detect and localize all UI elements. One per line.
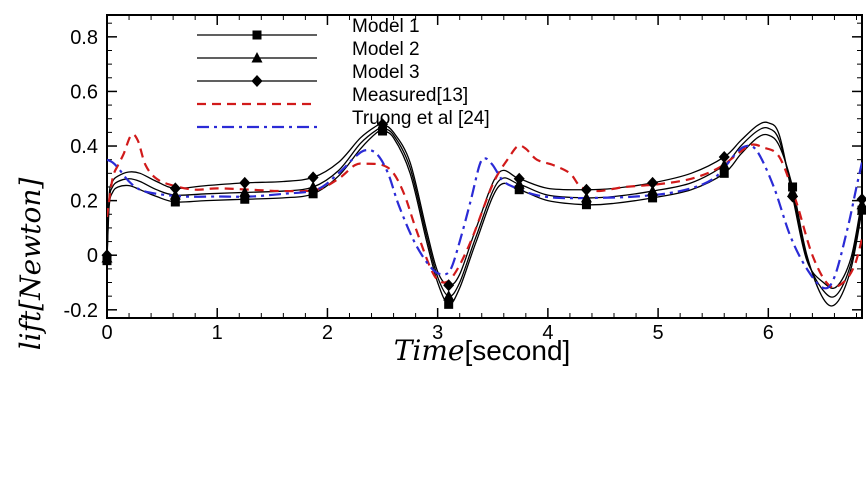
series-3-marker bbox=[856, 193, 866, 206]
x-tick-label: 0 bbox=[101, 322, 112, 344]
tick-labels: 0 1 2 3 4 5 6-0.200.20.40.60.8 bbox=[64, 27, 774, 344]
series-3-marker bbox=[377, 118, 389, 131]
series-3-marker bbox=[787, 190, 799, 203]
series-line-1 bbox=[107, 129, 862, 307]
legend-label-5: Truong et al [24] bbox=[352, 108, 490, 129]
series-2-marker bbox=[443, 290, 455, 301]
series-1-marker bbox=[719, 168, 729, 178]
x-axis-title: Time[second] bbox=[394, 334, 571, 367]
y-tick-label: 0.4 bbox=[70, 136, 98, 158]
legend-marker-2 bbox=[251, 52, 263, 63]
axis-ticks bbox=[106, 15, 862, 318]
series-3-marker bbox=[239, 176, 251, 189]
series-line-4 bbox=[107, 133, 862, 289]
series-3-marker bbox=[580, 183, 592, 196]
series-1-marker bbox=[648, 193, 658, 203]
series-2-marker bbox=[580, 191, 592, 203]
x-tick-label: 3 bbox=[432, 322, 443, 344]
legend-marker-1 bbox=[252, 30, 262, 40]
x-tick-label: 2 bbox=[322, 322, 333, 344]
series-markers bbox=[101, 118, 866, 309]
series-1-marker bbox=[444, 299, 454, 309]
series-line-2 bbox=[107, 126, 862, 298]
legend-marker-3 bbox=[251, 75, 263, 87]
legend-label-3: Model 3 bbox=[352, 62, 420, 83]
series-3-marker bbox=[513, 172, 525, 185]
series-2-marker bbox=[718, 159, 730, 170]
series-1-marker bbox=[857, 205, 866, 215]
legend-label-2: Model 2 bbox=[352, 39, 420, 60]
y-tick-label: -0.2 bbox=[64, 300, 98, 322]
series-1-marker bbox=[308, 189, 318, 199]
series-3-marker bbox=[307, 171, 319, 184]
legend-label-4: Measured[13] bbox=[352, 85, 468, 106]
legend-label-1: Model 1 bbox=[352, 16, 420, 37]
plot-frame bbox=[106, 14, 863, 319]
series-3-marker bbox=[647, 176, 659, 189]
series-1-marker bbox=[170, 197, 180, 207]
x-tick-label: 4 bbox=[542, 322, 553, 344]
x-tick-label: 6 bbox=[763, 322, 774, 344]
series-2-marker bbox=[169, 189, 181, 200]
series-2-marker bbox=[307, 180, 319, 192]
x-axis-title-var: Time bbox=[394, 334, 465, 367]
series-1-marker bbox=[581, 200, 591, 210]
series-3-marker bbox=[169, 182, 181, 195]
series-1-marker bbox=[514, 185, 524, 195]
series-line-5 bbox=[107, 144, 862, 290]
series-3-marker bbox=[443, 279, 455, 292]
series-lines bbox=[107, 121, 862, 307]
x-tick-label: 1 bbox=[212, 322, 223, 344]
series-2-marker bbox=[647, 185, 659, 196]
y-tick-label: 0.2 bbox=[70, 191, 98, 213]
y-tick-label: 0.8 bbox=[70, 27, 98, 49]
x-axis-title-unit: [second] bbox=[464, 335, 570, 366]
y-tick-label: 0 bbox=[87, 245, 98, 267]
y-tick-label: 0.6 bbox=[70, 81, 98, 103]
series-2-marker bbox=[239, 186, 251, 197]
series-3-marker bbox=[718, 150, 730, 163]
series-3-marker bbox=[101, 249, 113, 262]
x-tick-label: 5 bbox=[653, 322, 664, 344]
y-axis-title: lift[Newton] bbox=[14, 178, 47, 351]
series-1-marker bbox=[240, 194, 250, 204]
